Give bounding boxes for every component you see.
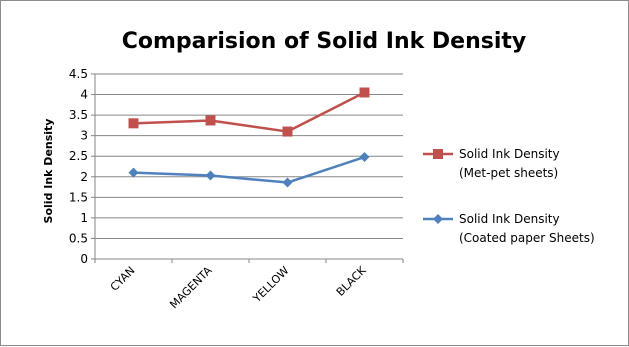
y-tick-label: 4 [80, 88, 88, 102]
y-tick-label: 3.5 [69, 108, 88, 122]
data-point [128, 167, 139, 178]
y-tick-label: 4.5 [69, 67, 88, 81]
data-point [128, 118, 139, 129]
legend-marker [433, 214, 443, 224]
y-tick-label: 2 [80, 170, 88, 184]
legend-label: Solid Ink Density [459, 212, 560, 226]
x-tick-labels: CYAN MAGENTA YELLOW BLACK [108, 263, 369, 311]
x-tick-label: YELLOW [250, 264, 292, 306]
data-point [282, 177, 293, 188]
legend-label-sub: (Met-pet sheets) [459, 166, 558, 180]
y-axis-label: Solid Ink Density [42, 119, 55, 224]
gridlines [95, 73, 403, 239]
x-tick-label: CYAN [108, 264, 138, 294]
x-tick-label: BLACK [334, 263, 369, 298]
data-point [205, 170, 216, 181]
series-line-0 [133, 91, 366, 133]
chart-title: Comparision of Solid Ink Density [122, 29, 527, 54]
legend: Solid Ink Density (Met-pet sheets) Solid I… [423, 147, 595, 245]
data-point [359, 152, 370, 163]
y-tick-label: 0.5 [69, 231, 88, 245]
axes [91, 73, 404, 263]
legend-marker [433, 149, 443, 159]
data-point [205, 115, 216, 126]
series-line-1 [133, 155, 365, 184]
y-tick-label: 3 [80, 129, 88, 143]
y-tick-label: 1.5 [69, 190, 88, 204]
data-point [359, 87, 370, 98]
y-tick-label: 1 [80, 211, 88, 225]
legend-label: Solid Ink Density [459, 147, 560, 161]
legend-label-sub: (Coated paper Sheets) [459, 231, 595, 245]
y-tick-label: 0 [80, 252, 88, 266]
data-series [128, 87, 370, 188]
y-tick-labels: 0 0.5 1 1.5 2 2.5 3 3.5 4 4.5 [69, 67, 88, 266]
x-tick-label: MAGENTA [167, 264, 215, 312]
data-point [282, 126, 293, 137]
y-tick-label: 2.5 [69, 149, 88, 163]
